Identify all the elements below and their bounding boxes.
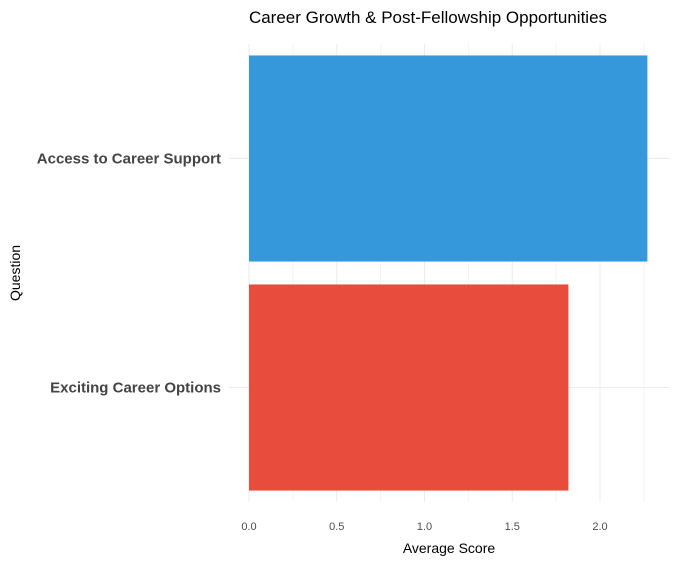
bars (249, 55, 648, 491)
y-axis-title: Question (7, 245, 23, 301)
x-tick-label: 1.5 (505, 521, 520, 533)
x-tick-label: 1.0 (417, 521, 432, 533)
category-labels: Access to Career Support Exciting Career … (37, 151, 221, 397)
x-tick-label: 0.0 (241, 521, 256, 533)
bar (249, 284, 569, 491)
category-label: Access to Career Support (37, 151, 221, 168)
x-axis-title: Average Score (403, 540, 496, 556)
x-tick-labels: 0.0 0.5 1.0 1.5 2.0 (241, 521, 607, 533)
x-tick-label: 2.0 (592, 521, 607, 533)
chart-title: Career Growth & Post-Fellowship Opportun… (249, 8, 607, 27)
x-tick-label: 0.5 (329, 521, 344, 533)
bar (249, 55, 648, 262)
category-label: Exciting Career Options (50, 380, 221, 397)
